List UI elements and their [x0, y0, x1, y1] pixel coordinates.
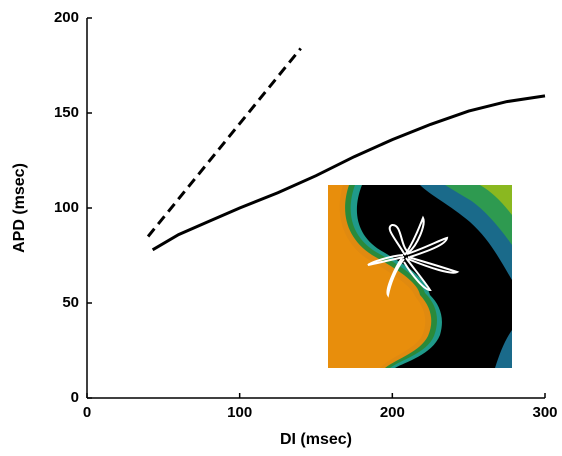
y-tick-label: 200 [54, 9, 79, 26]
y-tick-label: 150 [54, 104, 79, 121]
y-tick-label: 100 [54, 199, 79, 216]
y-axis-title: APD (msec) [11, 163, 28, 253]
inset-image [328, 185, 512, 368]
series-line [151, 94, 546, 252]
x-tick-label: 100 [227, 404, 252, 421]
x-axis-title: DI (msec) [280, 431, 352, 448]
x-tick-label: 300 [532, 404, 557, 421]
y-tick-label: 0 [71, 389, 79, 406]
series-line [146, 47, 302, 238]
x-tick-label: 200 [380, 404, 405, 421]
x-tick-label: 0 [83, 404, 91, 421]
y-tick-label: 50 [62, 294, 79, 311]
